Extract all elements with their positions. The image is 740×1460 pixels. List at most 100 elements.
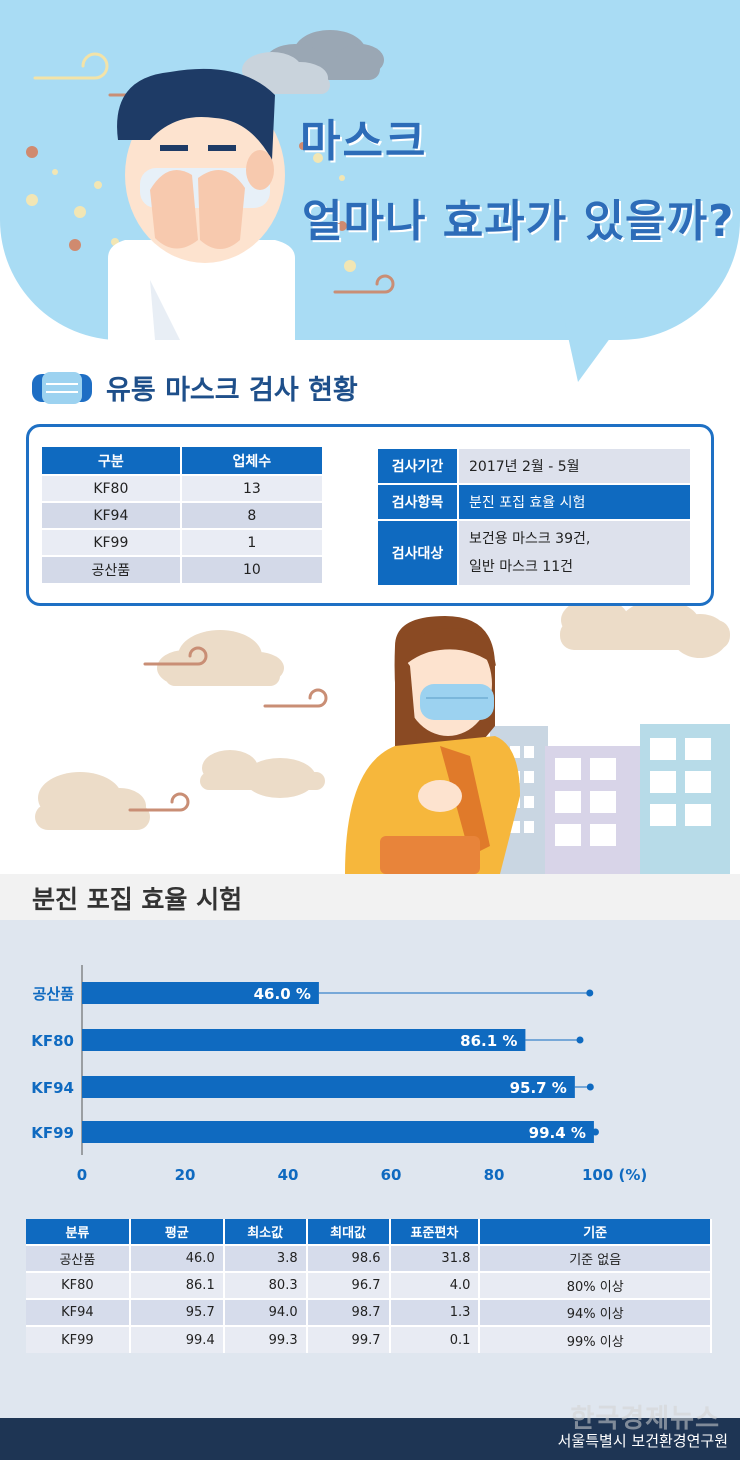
test-title-band [0,874,740,920]
inspection-title-text: 유통 마스크 검사 현황 [106,375,358,406]
table-header-cell: 표준편차 [389,1219,481,1245]
table-cell: KF99 [42,528,182,556]
table-cell: 3.8 [223,1244,308,1272]
inspection-section-title: 유통 마스크 검사 현황 [30,368,358,407]
table-cell: 0.1 [389,1325,481,1353]
table-cell: 13 [180,474,325,502]
table-row: KF80 86.1 80.3 96.7 4.0 80% 이상 [26,1271,712,1299]
table-cell: 99.3 [223,1325,308,1353]
man-coughing-illustration [108,68,295,340]
watermark-text: 한국경제뉴스 [570,1404,720,1434]
bar [82,1076,575,1098]
tick-label: 0 [77,1166,87,1184]
category-label: 공산품 [33,985,75,1003]
table-cell: 공산품 [42,555,182,583]
max-point [586,1083,594,1091]
data-label: 46.0 % [254,985,311,1003]
table-cell: 94% 이상 [479,1298,712,1326]
max-point [576,1036,584,1044]
table-cell: KF94 [42,501,182,529]
table-row: 검사기간 2017년 2월 - 5월 [378,449,690,485]
info-label: 검사기간 [378,449,459,485]
company-count-table: 구분 업체수 KF80 13 KF94 8 KF99 1 공산품 10 [42,447,325,583]
table-header-cell: 최대값 [306,1219,391,1245]
table-cell: KF80 [26,1271,131,1299]
tick-label: 40 [278,1166,299,1184]
table-cell: 98.6 [306,1244,391,1272]
tick-label: 80 [484,1166,505,1184]
info-value: 2017년 2월 - 5월 [458,449,690,485]
table-cell: KF94 [26,1298,131,1326]
table-cell: KF99 [26,1325,131,1353]
tick-label: 100 (%) [582,1166,647,1184]
table-header-cell: 분류 [26,1219,131,1245]
table-cell: 80% 이상 [479,1271,712,1299]
table-cell: 1.3 [389,1298,481,1326]
cloud-icon [35,772,150,830]
table-cell: 1 [180,528,325,556]
info-value: 분진 포집 효율 시험 [458,484,690,521]
dust-icon [26,153,356,272]
virus-icon [26,142,347,251]
cloud-icon [560,606,730,658]
table-row: 검사대상 보건용 마스크 39건, 일반 마스크 11건 [378,520,690,587]
info-value: 일반 마스크 11건 [469,559,573,575]
footer-bar: 서울특별시 보건환경연구원 [0,1418,740,1460]
wind-icon [128,792,190,812]
table-header-row: 분류 평균 최소값 최대값 표준편차 기준 [26,1219,712,1245]
table-row: KF99 99.4 99.3 99.7 0.1 99% 이상 [26,1325,712,1353]
category-label: KF94 [31,1079,74,1097]
data-label: 99.4 % [529,1124,586,1142]
info-value-cell: 보건용 마스크 39건, 일반 마스크 11건 [458,520,690,587]
wind-icon [333,274,395,294]
table-header-cell: 최소값 [223,1219,308,1245]
table-row: KF94 8 [42,501,325,529]
woman-with-mask-illustration [345,616,520,874]
table-header-row: 구분 업체수 [42,447,325,475]
table-cell: 94.0 [223,1298,308,1326]
source-label: 서울특별시 보건환경연구원 [557,1432,728,1450]
cloud-icon [240,52,330,94]
table-cell: 99.4 [129,1325,225,1353]
table-cell: 98.7 [306,1298,391,1326]
hero-title-line2: 얼마나 효과가 있을까? [302,196,735,247]
table-cell: 8 [180,501,325,529]
tick-label: 60 [381,1166,402,1184]
efficiency-bar-chart: 46.0 % 공산품 86.1 % KF80 95.7 % KF94 99.4 % KF99 0… [31,965,647,1184]
table-cell: 99.7 [306,1325,391,1353]
table-header-cell: 구분 [42,447,182,475]
table-cell: 10 [180,555,325,583]
wind-icon [143,646,208,666]
hero-illustration [26,30,395,340]
wind-icon [263,688,328,708]
hero-title-line1: 마스크 [300,116,428,167]
table-row: 검사항목 분진 포집 효율 시험 [378,484,690,521]
bar [82,1121,594,1143]
building-icon [490,724,730,874]
mask-icon [32,371,92,404]
test-section-title: 분진 포집 효율 시험 [32,885,243,914]
cloud-icon [200,750,325,798]
table-cell: 기준 없음 [479,1244,712,1272]
table-cell: KF80 [42,474,182,502]
table-cell: 80.3 [223,1271,308,1299]
inspection-info-table: 검사기간 2017년 2월 - 5월 검사항목 분진 포집 효율 시험 검사대상… [378,449,690,587]
city-scene-illustration [35,606,730,874]
table-cell: 공산품 [26,1244,131,1272]
data-label: 95.7 % [510,1079,567,1097]
tick-label: 20 [175,1166,196,1184]
bar [82,1029,526,1051]
wind-icon [33,52,109,80]
table-row: 공산품 46.0 3.8 98.6 31.8 기준 없음 [26,1244,712,1272]
table-cell: 95.7 [129,1298,225,1326]
table-cell: 96.7 [306,1271,391,1299]
category-label: KF80 [31,1032,74,1050]
data-label: 86.1 % [460,1032,517,1050]
table-cell: 46.0 [129,1244,225,1272]
table-cell: 31.8 [389,1244,481,1272]
hero-banner: 마스크 얼마나 효과가 있을까? [0,0,740,385]
table-row: KF99 1 [42,528,325,556]
info-value: 보건용 마스크 39건, [469,531,591,547]
hero-bubble-tail [560,300,638,382]
info-label: 검사항목 [378,484,459,521]
